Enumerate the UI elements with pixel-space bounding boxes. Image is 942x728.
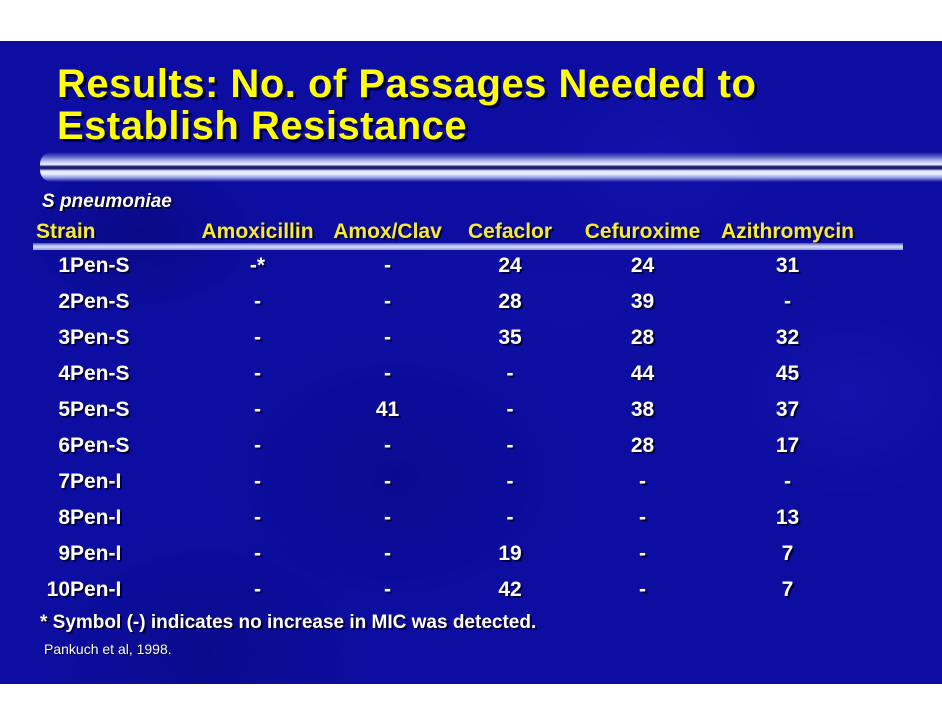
strain-cell: Pen-I <box>70 578 122 601</box>
slide-background: Results: No. of Passages Needed to Estab… <box>0 41 942 684</box>
row-number: 3 <box>58 326 70 349</box>
slide-title-line1: Results: No. of Passages Needed to <box>57 62 757 106</box>
row-number: 8 <box>58 506 70 529</box>
strain-cell: Pen-S <box>70 290 130 313</box>
row-number: 5 <box>58 398 70 421</box>
value-cell: 32 <box>775 326 800 349</box>
column-header-cefuroxime: Cefuroxime <box>584 220 701 243</box>
value-cell: - <box>506 470 514 493</box>
row-number: 9 <box>58 542 70 565</box>
table-row: 4 Pen-S - - - 44 45 <box>36 356 860 392</box>
column-header-amoxicillin: Amoxicillin <box>201 220 314 243</box>
row-number: 6 <box>58 434 70 457</box>
strain-cell: Pen-S <box>70 362 130 385</box>
strain-cell: Pen-I <box>70 506 122 529</box>
value-cell: 44 <box>630 362 655 385</box>
value-cell: - <box>384 506 392 529</box>
value-cell: 37 <box>775 398 800 421</box>
column-header-azithromycin: Azithromycin <box>721 220 855 243</box>
strain-cell: Pen-S <box>70 254 130 277</box>
slide-title-line2: Establish Resistance <box>57 104 468 148</box>
value-cell: 24 <box>630 254 655 277</box>
value-cell: 17 <box>775 434 800 457</box>
value-cell: - <box>506 434 514 457</box>
value-cell: - <box>639 470 647 493</box>
passages-table: Strain Amoxicillin Amox/Clav Cefaclor Ce… <box>36 216 860 608</box>
value-cell: - <box>384 470 392 493</box>
value-cell: - <box>639 542 647 565</box>
value-cell: - <box>384 290 392 313</box>
value-cell: - <box>506 506 514 529</box>
value-cell: - <box>639 506 647 529</box>
table-row: 3 Pen-S - - 35 28 32 <box>36 320 860 356</box>
value-cell: - <box>384 326 392 349</box>
value-cell: - <box>384 542 392 565</box>
value-cell: 31 <box>775 254 800 277</box>
row-number: 1 <box>58 254 70 277</box>
slide-title: Results: No. of Passages Needed to Estab… <box>57 63 756 147</box>
table-row: 9 Pen-I - - 19 - 7 <box>36 536 860 572</box>
value-cell: - <box>254 290 262 313</box>
value-cell: 7 <box>781 542 794 565</box>
footnote-text: * Symbol (-) indicates no increase in MI… <box>40 612 537 633</box>
table-row: 6 Pen-S - - - 28 17 <box>36 428 860 464</box>
value-cell: - <box>384 578 392 601</box>
table-row: 7 Pen-I - - - - - <box>36 464 860 500</box>
value-cell: - <box>639 578 647 601</box>
table-row: 8 Pen-I - - - - 13 <box>36 500 860 536</box>
table-body: 1 Pen-S -* -24 24 31 2 Pen-S - -28 39-3 Pen-S - -35 28… <box>36 248 860 608</box>
value-cell: - <box>254 434 262 457</box>
value-cell: 35 <box>498 326 522 349</box>
header-underline-bar <box>33 243 903 250</box>
value-cell: 28 <box>630 326 655 349</box>
value-cell: - <box>384 254 392 277</box>
value-cell: 41 <box>375 398 400 421</box>
value-cell: - <box>784 470 792 493</box>
column-header-amox-clav: Amox/Clav <box>333 220 442 243</box>
value-cell: 38 <box>630 398 655 421</box>
table-header-row: Strain Amoxicillin Amox/Clav Cefaclor Ce… <box>36 216 860 248</box>
value-cell: -* <box>249 254 266 277</box>
value-cell: - <box>506 362 514 385</box>
value-cell: - <box>254 506 262 529</box>
row-number: 7 <box>58 470 70 493</box>
value-cell: - <box>384 362 392 385</box>
value-cell: 39 <box>630 290 655 313</box>
citation-text: Pankuch et al, 1998. <box>44 641 172 657</box>
value-cell: 45 <box>775 362 800 385</box>
value-cell: - <box>254 578 262 601</box>
strain-cell: Pen-I <box>70 542 122 565</box>
value-cell: 42 <box>498 578 522 601</box>
title-divider-bar <box>40 152 942 182</box>
value-cell: 28 <box>498 290 522 313</box>
row-number: 2 <box>58 290 70 313</box>
table-row: 1 Pen-S -* - 24 24 31 <box>36 248 860 284</box>
value-cell: 7 <box>781 578 794 601</box>
column-header-cefaclor: Cefaclor <box>468 220 553 243</box>
value-cell: - <box>254 542 262 565</box>
table-row: 10 Pen-I - - 42 - 7 <box>36 572 860 608</box>
value-cell: - <box>784 290 792 313</box>
value-cell: 19 <box>498 542 522 565</box>
strain-cell: Pen-S <box>70 326 130 349</box>
value-cell: - <box>254 362 262 385</box>
strain-cell: Pen-S <box>70 398 130 421</box>
value-cell: - <box>506 398 514 421</box>
strain-cell: Pen-S <box>70 434 130 457</box>
value-cell: - <box>254 398 262 421</box>
value-cell: 24 <box>498 254 522 277</box>
organism-subtitle: S pneumoniae <box>42 191 172 212</box>
value-cell: 28 <box>630 434 655 457</box>
row-number: 10 <box>46 578 70 601</box>
value-cell: - <box>254 470 262 493</box>
strain-cell: Pen-I <box>70 470 122 493</box>
row-number: 4 <box>58 362 70 385</box>
table-row: 2 Pen-S - - 28 39 - <box>36 284 860 320</box>
column-header-strain: Strain <box>36 220 96 243</box>
value-cell: 13 <box>775 506 800 529</box>
table-row: 5 Pen-S - 41 - 38 37 <box>36 392 860 428</box>
value-cell: - <box>254 326 262 349</box>
value-cell: - <box>384 434 392 457</box>
